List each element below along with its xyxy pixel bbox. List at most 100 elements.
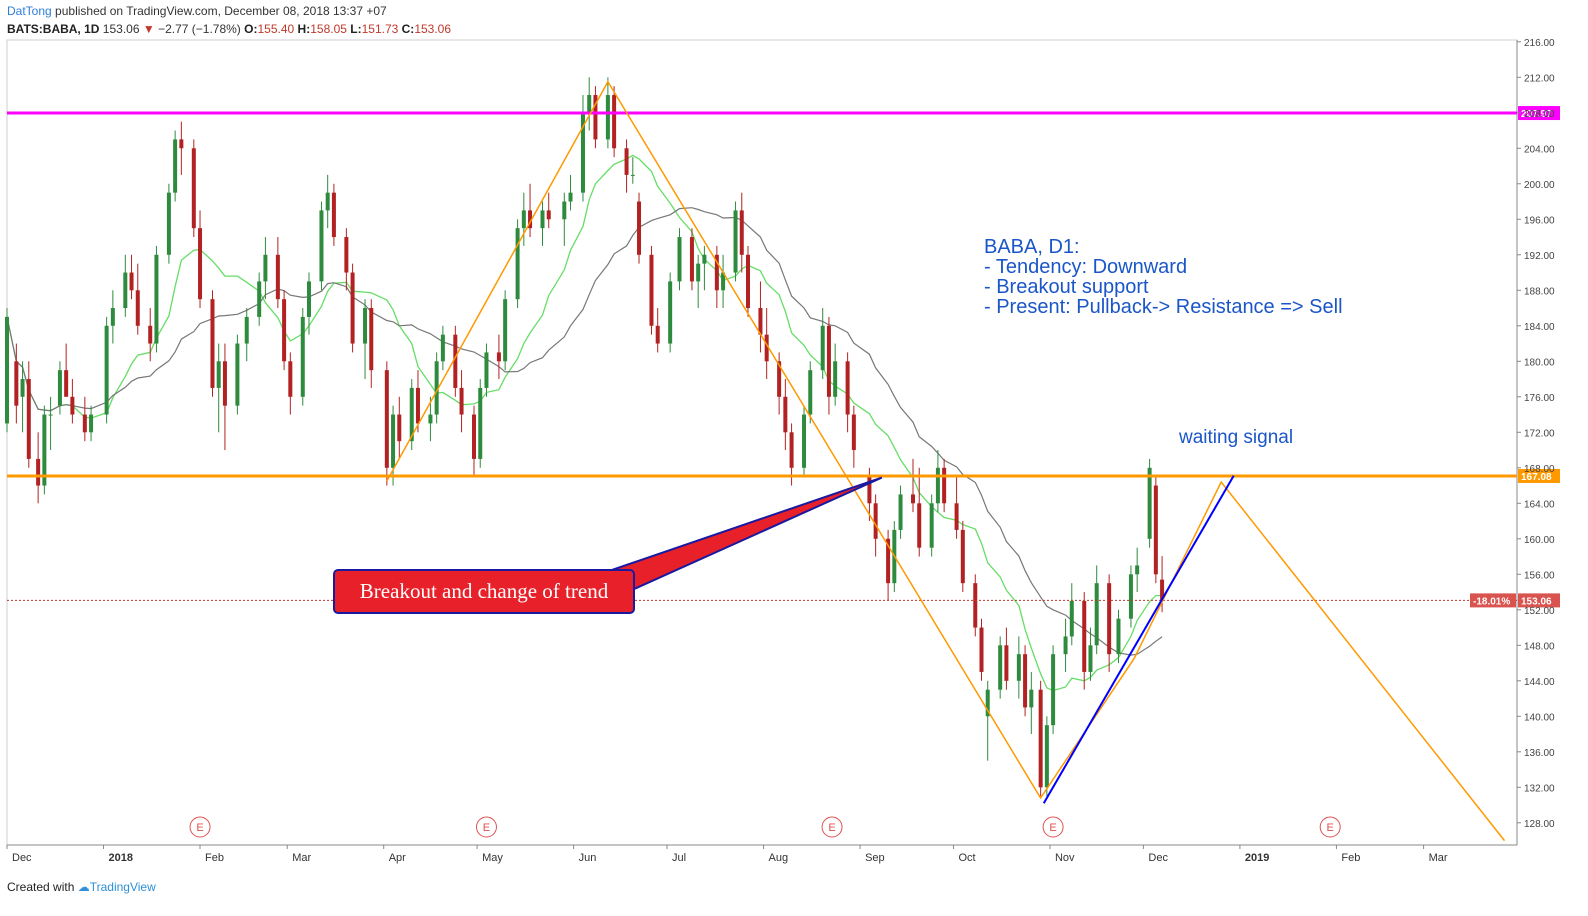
author-link[interactable]: DatTong: [7, 4, 52, 18]
price-tick-label: 164.00: [1524, 499, 1555, 510]
callout-text: Breakout and change of trend: [360, 579, 609, 603]
price-change: −2.77 (−1.78%): [158, 22, 241, 36]
candle-body: [123, 272, 128, 309]
candle-body: [319, 210, 324, 282]
candle-body: [307, 281, 311, 317]
candle-body: [1051, 654, 1056, 726]
candle-body: [173, 139, 178, 193]
time-tick-label: May: [482, 852, 503, 864]
candle-body: [802, 414, 807, 468]
candle-body: [898, 494, 903, 530]
candle-body: [745, 254, 750, 309]
candle-body: [886, 538, 891, 584]
drawings: [386, 80, 1506, 842]
open-label: O:: [244, 22, 258, 36]
price-tick-label: 144.00: [1524, 677, 1555, 688]
candle-body: [472, 414, 477, 459]
price-tick-label: 184.00: [1524, 322, 1555, 333]
candle-body: [1153, 485, 1158, 575]
low-value: 151.73: [361, 22, 399, 36]
candle-body: [612, 95, 617, 149]
candle-body: [331, 192, 336, 238]
price-tick-label: 148.00: [1524, 641, 1555, 652]
candle-body: [1088, 645, 1093, 672]
time-tick-label: Feb: [205, 852, 224, 864]
candle-body: [808, 370, 813, 415]
candle-body: [1044, 725, 1049, 788]
candle-body: [826, 325, 831, 397]
text-annotations: BABA, D1: - Tendency: Downward - Breakou…: [984, 236, 1343, 448]
ma-slow-line: [6, 207, 1163, 656]
candle-body: [48, 414, 53, 416]
close-value: 153.06: [414, 22, 452, 36]
candle-body: [942, 467, 947, 504]
earnings-marker: [1319, 816, 1341, 838]
candle-body: [222, 361, 227, 406]
candle-body: [789, 432, 794, 468]
candle-body: [135, 290, 140, 326]
candle-body: [275, 254, 280, 300]
time-tick-label: Mar: [1429, 852, 1448, 864]
candle-body: [702, 254, 707, 264]
candle-body: [440, 334, 445, 362]
support-price-tag: [1518, 468, 1560, 483]
candle-body: [288, 361, 293, 397]
candle-body: [325, 192, 330, 211]
candle-body: [415, 387, 420, 424]
close-label: C:: [401, 22, 415, 36]
price-tick-label: 128.00: [1524, 819, 1555, 830]
candle-body: [624, 148, 629, 175]
candle-body: [546, 210, 551, 220]
candle-body: [630, 174, 635, 176]
candle-body: [845, 361, 850, 415]
candle-body: [714, 254, 719, 291]
price-tick-label: 156.00: [1524, 570, 1555, 581]
price-tick-label: 176.00: [1524, 393, 1555, 404]
time-axis: Dec 2018 Feb Mar Apr May Jun Jul Aug Sep Oct Nov Dec…: [6, 845, 1448, 864]
candle-body: [484, 352, 489, 388]
price-tick-label: 192.00: [1524, 251, 1555, 262]
candle-body: [739, 210, 744, 255]
analysis-line-4: - Present: Pullback-> Resistance => Sell: [984, 296, 1343, 318]
candle-body: [764, 334, 769, 362]
candle-body: [911, 494, 915, 504]
candle-body: [1004, 645, 1009, 681]
candle-body: [191, 148, 196, 229]
candle-body: [655, 325, 660, 344]
created-with-text: Created with: [7, 880, 75, 894]
candle-body: [36, 458, 41, 486]
candle-body: [5, 316, 9, 424]
candle-body: [154, 254, 159, 344]
candle-body: [478, 387, 483, 459]
candle-body: [954, 503, 959, 530]
waiting-signal-text: waiting signal: [1178, 427, 1293, 448]
candle-body: [783, 396, 788, 433]
candle-body: [605, 95, 610, 140]
candle-body: [580, 112, 585, 193]
published-text: published on TradingView.com, December 0…: [55, 4, 387, 18]
price-tick-label: 140.00: [1524, 712, 1555, 723]
price-tick-label: 216.00: [1524, 38, 1555, 49]
candle-body: [833, 361, 838, 397]
price-tick-label: 168.00: [1524, 464, 1555, 475]
candle-body: [428, 414, 433, 424]
candle-body: [917, 503, 922, 548]
candle-body: [515, 228, 520, 300]
open-value: 155.40: [257, 22, 295, 36]
candle-body: [129, 272, 134, 291]
candle-body: [528, 210, 533, 229]
candle-body: [1128, 574, 1133, 619]
candles: [5, 77, 1165, 797]
earnings-marker: [475, 816, 497, 838]
earnings-marker: [821, 816, 843, 838]
tradingview-brand[interactable]: TradingView: [89, 880, 156, 894]
candle-body: [973, 583, 978, 628]
candle-body: [434, 361, 439, 415]
candle-body: [20, 379, 25, 397]
tradingview-logo-icon: ☁: [77, 880, 90, 894]
candle-body: [26, 379, 31, 459]
breakout-callout[interactable]: Breakout and change of trend: [333, 476, 883, 614]
earnings-marker: [189, 816, 211, 838]
